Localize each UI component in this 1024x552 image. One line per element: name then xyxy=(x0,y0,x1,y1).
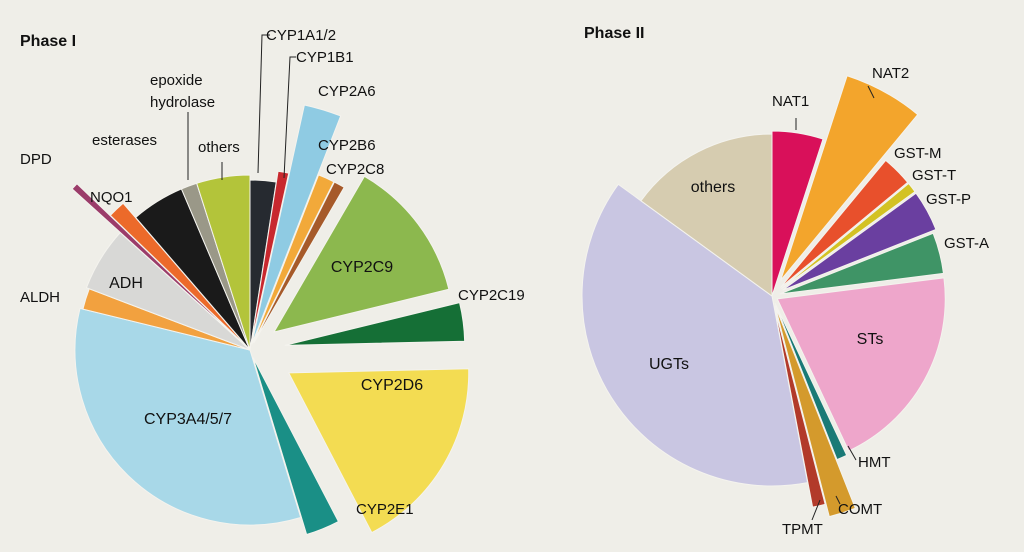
slice-label-aldh: ALDH xyxy=(20,289,60,306)
leader-line-cyp1a1-2 xyxy=(257,34,270,174)
slice-label-nat2: NAT2 xyxy=(872,65,909,82)
slice-label-dpd: DPD xyxy=(20,151,52,168)
slice-label-nat1: NAT1 xyxy=(772,93,809,110)
pie-slice-dpd xyxy=(71,183,244,344)
slice-label-cyp2c19: CYP2C19 xyxy=(458,287,525,304)
pie-slice-ugts xyxy=(581,183,809,487)
slice-label-esterases: esterases xyxy=(92,132,157,149)
slice-label-cyp2a6: CYP2A6 xyxy=(318,83,376,100)
phase-ii-title: Phase II xyxy=(584,25,644,42)
pie-slice-gst-t xyxy=(781,182,916,290)
slice-label-cyp2c9: CYP2C9 xyxy=(331,259,393,276)
slice-label-cyp3a4-5-7: CYP3A4/5/7 xyxy=(144,411,232,428)
phase-i-title: Phase I xyxy=(20,33,76,50)
slice-label-sts: STs xyxy=(857,331,884,348)
pie-slice-sts xyxy=(776,277,946,452)
leader-line-cyp1b1 xyxy=(283,56,296,179)
slice-label-gst-m: GST-M xyxy=(894,145,942,162)
slice-label-gst-p: GST-P xyxy=(926,191,971,208)
slice-label-cyp1a1-2: CYP1A1/2 xyxy=(266,27,336,44)
pie-slice-gst-p xyxy=(782,192,937,291)
pie-slice-gst-m xyxy=(780,159,909,288)
slice-label-cyp2c8: CYP2C8 xyxy=(326,161,384,178)
leader-line-tpmt xyxy=(811,499,821,521)
leader-line-hmt xyxy=(847,445,857,461)
slice-label-tpmt: TPMT xyxy=(782,521,823,538)
slice-label-cyp2b6: CYP2B6 xyxy=(318,137,376,154)
slice-label-comt: COMT xyxy=(838,501,882,518)
pie-slice-cyp2e1 xyxy=(252,357,340,536)
slice-label-others: others xyxy=(691,179,735,196)
slice-label-cyp2d6: CYP2D6 xyxy=(361,377,423,394)
slice-label-cyp2e1: CYP2E1 xyxy=(356,501,414,518)
pie-slice-tpmt xyxy=(773,305,826,508)
pie-slice-gst-a xyxy=(779,232,945,295)
pie-slice-others xyxy=(640,133,773,297)
slice-label-ugts: UGTs xyxy=(649,356,689,373)
pie-slice-cyp2d6 xyxy=(287,368,470,534)
pie-slice-cyp1b1 xyxy=(250,170,290,345)
pie-slice-nat2 xyxy=(780,75,919,281)
slice-label-others: others xyxy=(198,139,240,156)
pie-slice-cyp2b6 xyxy=(252,174,335,343)
pie-slice-others xyxy=(196,174,251,351)
leader-line-comt xyxy=(835,495,841,505)
pie-slice-nat1 xyxy=(771,130,824,297)
slice-label-hmt: HMT xyxy=(858,454,891,471)
leader-line-nat2 xyxy=(867,85,875,99)
phase-ii-pie-chart: Phase II NAT1 NAT2 GST-M GST-T GST-P GST-A STs… xyxy=(581,25,989,538)
slice-label-epoxide-hydrolase: epoxide hydrolase xyxy=(150,72,215,111)
phase-i-pie-chart: Phase I CYP1A1/2 CYP1B1 CYP2A6 CYP2B6 CYP2C8… xyxy=(20,27,525,536)
slice-label-cyp1b1: CYP1B1 xyxy=(296,49,354,66)
slice-label-gst-t: GST-T xyxy=(912,167,956,184)
slice-label-gst-a: GST-A xyxy=(944,235,989,252)
pie-slice-cyp2c8 xyxy=(253,181,345,344)
pie-slice-comt xyxy=(774,305,856,518)
pie-slice-nqo1 xyxy=(109,202,248,348)
slice-label-adh: ADH xyxy=(109,275,143,292)
pie-slice-cyp3a4-5-7 xyxy=(74,307,302,526)
slice-label-nqo1: NQO1 xyxy=(90,189,133,206)
pie-slice-hmt xyxy=(774,303,848,461)
pie-slice-cyp2c19 xyxy=(284,302,466,346)
pie-slice-cyp2c9 xyxy=(273,175,450,333)
pie-slice-cyp2a6 xyxy=(251,104,342,345)
